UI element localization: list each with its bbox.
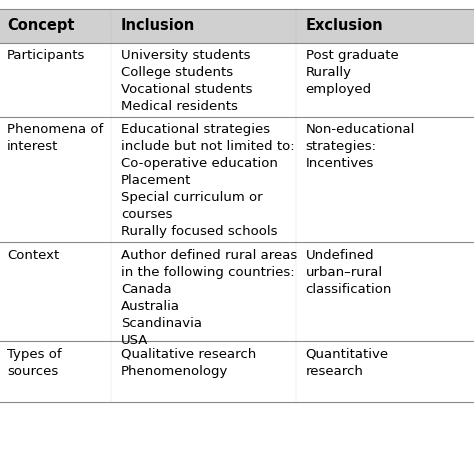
Text: Context: Context: [7, 249, 59, 262]
Bar: [0, 9, 474, 43]
Text: Participants: Participants: [7, 49, 85, 62]
Text: Author defined rural areas
in the following countries:
Canada
Australia
Scandina: Author defined rural areas in the follow…: [121, 249, 297, 347]
Text: Educational strategies
include but not limited to:
Co-operative education
Placem: Educational strategies include but not l…: [121, 123, 294, 238]
Bar: [0, 117, 474, 242]
Text: Qualitative research
Phenomenology: Qualitative research Phenomenology: [121, 348, 256, 378]
Bar: [0, 341, 474, 402]
Text: Post graduate
Rurally
employed: Post graduate Rurally employed: [306, 49, 399, 97]
Text: Undefined
urban–rural
classification: Undefined urban–rural classification: [306, 249, 392, 296]
Text: University students
College students
Vocational students
Medical residents: University students College students Voc…: [121, 49, 252, 114]
Text: Types of
sources: Types of sources: [7, 348, 62, 378]
Text: Exclusion: Exclusion: [306, 18, 383, 33]
Text: Inclusion: Inclusion: [121, 18, 195, 33]
Bar: [0, 242, 474, 341]
Text: Concept: Concept: [7, 18, 74, 33]
Text: Quantitative
research: Quantitative research: [306, 348, 389, 378]
Bar: [0, 43, 474, 117]
Text: Phenomena of
interest: Phenomena of interest: [7, 123, 103, 154]
Text: Non-educational
strategies:
Incentives: Non-educational strategies: Incentives: [306, 123, 415, 171]
